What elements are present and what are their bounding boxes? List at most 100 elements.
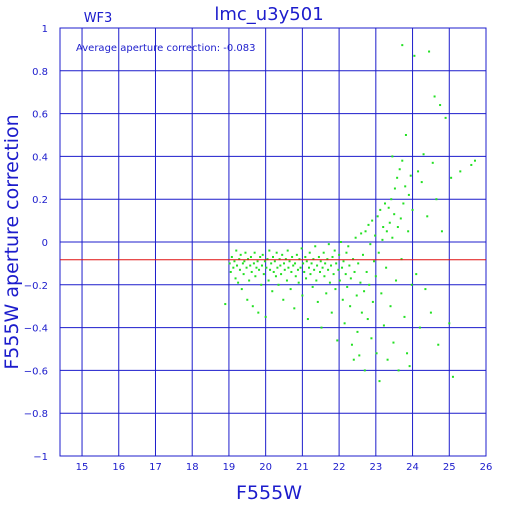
y-tick-label: −0.4 bbox=[24, 324, 48, 335]
y-tick-label: 0.6 bbox=[32, 110, 48, 121]
data-point bbox=[255, 266, 258, 269]
data-point bbox=[418, 326, 421, 329]
data-point bbox=[378, 380, 381, 383]
data-point bbox=[305, 277, 308, 280]
x-tick-labels: 15 16 17 18 19 20 21 22 23 24 25 26 bbox=[76, 462, 493, 473]
data-point bbox=[348, 264, 351, 267]
data-point bbox=[401, 159, 404, 162]
data-point bbox=[360, 232, 363, 235]
data-point bbox=[262, 273, 265, 276]
data-point bbox=[293, 307, 296, 310]
data-point bbox=[374, 234, 377, 237]
data-point bbox=[284, 258, 287, 261]
data-point bbox=[313, 268, 316, 271]
data-point bbox=[381, 238, 384, 241]
x-tick-label: 16 bbox=[112, 462, 125, 473]
data-point bbox=[386, 358, 389, 361]
data-point bbox=[266, 258, 269, 261]
data-point bbox=[417, 170, 420, 173]
data-point bbox=[256, 260, 259, 263]
data-point bbox=[327, 243, 330, 246]
data-point bbox=[404, 185, 407, 188]
data-point bbox=[333, 249, 336, 252]
data-point bbox=[343, 322, 346, 325]
data-point bbox=[375, 352, 378, 355]
y-tick-label: −0.8 bbox=[24, 409, 48, 420]
data-point bbox=[422, 153, 425, 156]
data-point bbox=[450, 176, 453, 179]
data-point bbox=[361, 253, 364, 256]
data-point bbox=[267, 279, 270, 282]
grid bbox=[60, 28, 486, 456]
y-tick-label: −0.6 bbox=[24, 366, 48, 377]
y-tick-label: 0 bbox=[42, 238, 48, 249]
data-point bbox=[409, 174, 412, 177]
data-point bbox=[316, 264, 319, 267]
data-point bbox=[328, 281, 331, 284]
data-point bbox=[322, 251, 325, 254]
data-point bbox=[382, 324, 385, 327]
data-point bbox=[435, 198, 438, 201]
y-tick-label: 0.2 bbox=[32, 195, 48, 206]
data-points bbox=[224, 44, 476, 383]
data-point bbox=[247, 258, 250, 261]
data-point bbox=[287, 266, 290, 269]
data-point bbox=[239, 253, 242, 256]
data-point bbox=[282, 298, 285, 301]
data-point bbox=[392, 341, 395, 344]
data-point bbox=[393, 213, 396, 216]
data-point bbox=[265, 266, 268, 269]
data-point bbox=[294, 275, 297, 278]
data-point bbox=[428, 50, 431, 53]
data-point bbox=[273, 260, 276, 263]
x-tick-label: 18 bbox=[186, 462, 199, 473]
data-point bbox=[294, 262, 297, 265]
data-point bbox=[342, 260, 345, 263]
data-point bbox=[368, 283, 371, 286]
data-point bbox=[372, 260, 375, 263]
data-point bbox=[308, 251, 311, 254]
data-point bbox=[272, 270, 275, 273]
data-point bbox=[363, 290, 366, 293]
data-point bbox=[404, 134, 407, 136]
data-point bbox=[363, 369, 366, 372]
data-point bbox=[407, 230, 410, 233]
data-point bbox=[403, 315, 406, 318]
data-point bbox=[347, 245, 350, 248]
data-point bbox=[290, 270, 293, 273]
data-point bbox=[292, 264, 295, 267]
data-point bbox=[300, 247, 303, 250]
data-point bbox=[243, 260, 246, 263]
data-point bbox=[473, 159, 476, 162]
data-point bbox=[289, 288, 292, 291]
data-point bbox=[399, 217, 402, 220]
data-point bbox=[439, 104, 442, 107]
data-point bbox=[433, 95, 436, 98]
data-point bbox=[346, 285, 349, 288]
data-point bbox=[327, 268, 330, 271]
data-point bbox=[393, 187, 396, 190]
data-point bbox=[426, 215, 429, 218]
data-point bbox=[354, 236, 357, 239]
data-point bbox=[321, 266, 324, 269]
data-point bbox=[311, 285, 314, 288]
data-point bbox=[371, 300, 374, 303]
data-point bbox=[307, 266, 310, 269]
data-point bbox=[270, 262, 273, 265]
data-point bbox=[345, 251, 348, 254]
data-point bbox=[305, 260, 308, 263]
data-point bbox=[244, 251, 247, 254]
data-point bbox=[407, 193, 410, 196]
data-point bbox=[395, 279, 398, 282]
data-point bbox=[241, 262, 244, 265]
data-point bbox=[398, 168, 401, 171]
data-point bbox=[277, 283, 280, 286]
data-point bbox=[451, 375, 454, 378]
data-point bbox=[358, 354, 361, 357]
data-point bbox=[339, 241, 342, 243]
data-point bbox=[314, 245, 317, 248]
data-point bbox=[337, 268, 340, 271]
data-point bbox=[279, 264, 282, 267]
data-point bbox=[352, 358, 355, 361]
data-point bbox=[437, 343, 440, 346]
